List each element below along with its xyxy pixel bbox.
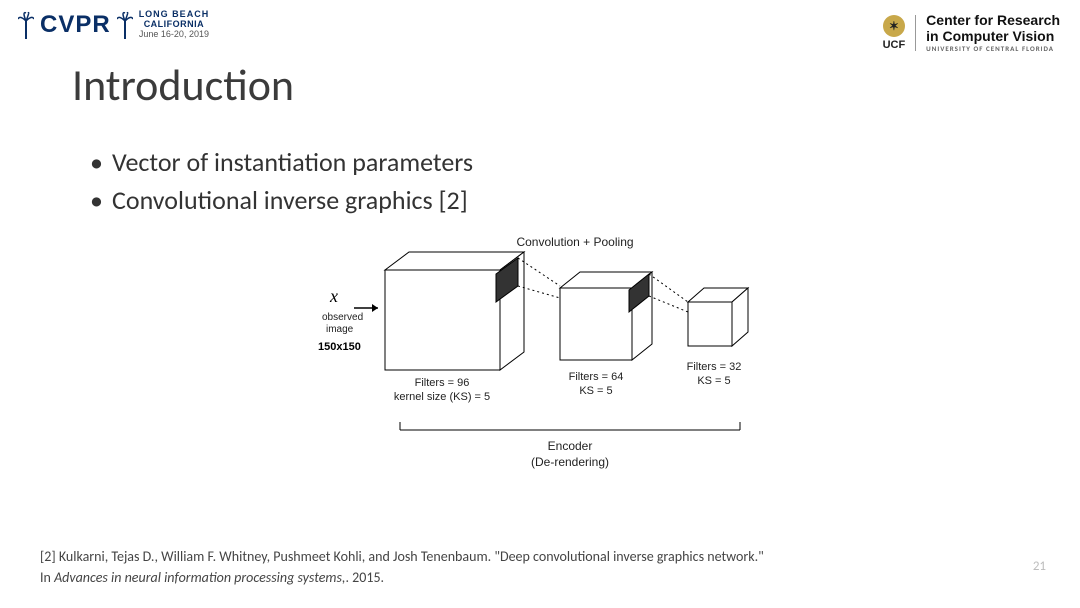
citation: [2] Kulkarni, Tejas D., William F. Whitn… <box>40 546 1000 588</box>
ucf-title-line2: in Computer Vision <box>926 28 1060 44</box>
bullet-item: Vector of instantiation parameters <box>90 146 473 178</box>
block2-caption2: KS = 5 <box>579 385 612 397</box>
citation-line2-post: . 2015. <box>345 569 384 586</box>
block1-caption1: Filters = 96 <box>415 377 470 389</box>
cvpr-logo-text: CVPR <box>40 11 111 39</box>
divider <box>915 15 916 51</box>
bracket-label-1: Encoder <box>548 439 593 453</box>
diagram-top-label: Convolution + Pooling <box>516 235 633 249</box>
block3-caption2: KS = 5 <box>697 375 730 387</box>
input-line2: image <box>326 324 354 335</box>
citation-line1: [2] Kulkarni, Tejas D., William F. Whitn… <box>40 546 1000 567</box>
cvpr-subtext: LONG BEACH CALIFORNIA June 16-20, 2019 <box>139 10 210 40</box>
input-symbol: x <box>329 286 338 306</box>
slide-header: CVPR LONG BEACH CALIFORNIA June 16-20, 2… <box>0 6 1080 56</box>
bracket-label-2: (De-rendering) <box>531 455 609 469</box>
input-line1: observed <box>322 312 363 323</box>
ucf-seal-icon: ✶ <box>883 15 905 37</box>
ucf-mark: ✶ UCF <box>883 15 906 51</box>
block-2: Filters = 64 KS = 5 <box>560 272 652 397</box>
cvpr-dates: June 16-20, 2019 <box>139 30 210 40</box>
ucf-badge: ✶ UCF Center for Research in Computer Vi… <box>883 12 1060 53</box>
palm-tree-icon <box>18 11 34 39</box>
ucf-subtitle: UNIVERSITY OF CENTRAL FLORIDA <box>926 44 1060 53</box>
block3-caption1: Filters = 32 <box>687 361 742 373</box>
block-1: Filters = 96 kernel size (KS) = 5 <box>385 252 524 403</box>
citation-line2: In Advances in neural information proces… <box>40 567 1000 588</box>
block-3: Filters = 32 KS = 5 <box>687 288 748 387</box>
bullet-item: Convolutional inverse graphics [2] <box>90 184 473 216</box>
block2-caption1: Filters = 64 <box>569 371 624 383</box>
page-number: 21 <box>1033 559 1046 574</box>
ucf-title-block: Center for Research in Computer Vision U… <box>926 12 1060 53</box>
palm-tree-icon <box>117 11 133 39</box>
block1-caption2: kernel size (KS) = 5 <box>394 391 490 403</box>
citation-line2-pre: In <box>40 569 54 586</box>
bullet-list: Vector of instantiation parameters Convo… <box>90 140 473 222</box>
citation-line2-ital: Advances in neural information processin… <box>54 569 345 586</box>
encoder-diagram: Convolution + Pooling x observed image 1… <box>300 230 780 490</box>
input-size: 150x150 <box>318 341 361 353</box>
slide-title: Introduction <box>72 58 294 112</box>
cvpr-badge: CVPR LONG BEACH CALIFORNIA June 16-20, 2… <box>18 10 209 40</box>
ucf-mark-text: UCF <box>883 39 906 51</box>
ucf-title-line1: Center for Research <box>926 12 1060 28</box>
